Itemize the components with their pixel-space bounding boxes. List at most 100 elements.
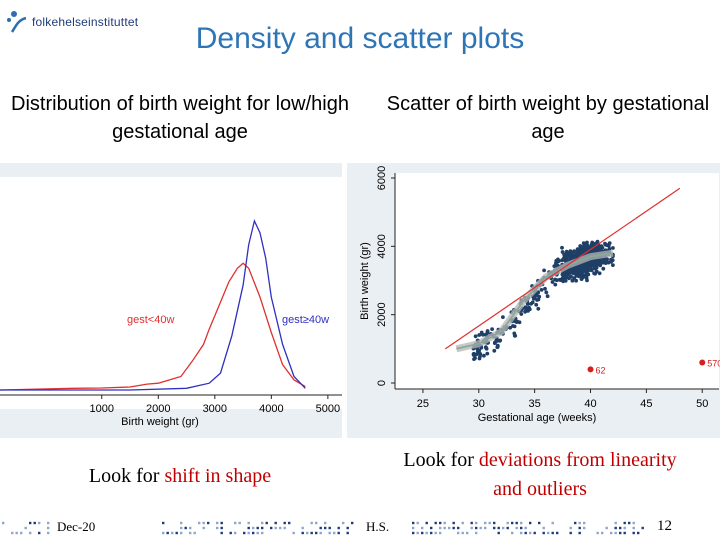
- left-subtitle: Distribution of birth weight for low/hig…: [11, 93, 349, 143]
- scatter-point: [611, 263, 615, 267]
- footer-dot: [506, 521, 509, 525]
- scatter-point: [570, 278, 575, 283]
- footer-dot: [301, 526, 304, 530]
- footer-dot: [207, 521, 210, 525]
- footer-dot: [47, 521, 50, 525]
- scatter-point: [552, 264, 557, 268]
- scatter-point: [554, 278, 559, 283]
- footer-author: H.S.: [366, 519, 390, 534]
- footer-dot: [274, 526, 277, 530]
- footer-date: Dec-20: [57, 519, 96, 534]
- footer-dot: [15, 531, 18, 535]
- footer-dot: [488, 521, 491, 525]
- scatter-point: [563, 278, 568, 283]
- footer-dot: [425, 531, 428, 535]
- scatter-point: [574, 271, 578, 276]
- footer-dot: [529, 521, 532, 525]
- footer-dot: [193, 531, 196, 535]
- scatter-point: [495, 343, 500, 348]
- density-x-tick-label: 2000: [146, 403, 170, 415]
- scatter-point: [473, 356, 477, 360]
- footer-dot: [216, 526, 219, 530]
- density-line-low: [0, 262, 306, 391]
- footer-dot: [29, 521, 32, 525]
- footer-dot: [470, 521, 473, 525]
- footer-dot: [569, 531, 572, 535]
- scatter-point: [584, 245, 589, 250]
- scatter-point: [512, 324, 517, 329]
- footer-dots-middle: [162, 521, 354, 535]
- footer-dot: [421, 526, 424, 530]
- scatter-point: [560, 245, 564, 250]
- footer-dot: [452, 521, 455, 525]
- scatter-point: [534, 293, 539, 298]
- footer-dot: [283, 521, 286, 525]
- footer-dot: [583, 526, 586, 530]
- scatter-point: [563, 274, 568, 279]
- scatter-point: [553, 282, 558, 287]
- footer-dot: [601, 531, 604, 535]
- footer-dot: [443, 521, 446, 525]
- footer-dot: [198, 521, 201, 525]
- footer-dot: [24, 526, 27, 530]
- scatter-point: [568, 256, 573, 261]
- footer-dot: [506, 526, 509, 530]
- footer-dot: [47, 526, 50, 530]
- left-note-prefix: Look for: [88, 465, 165, 487]
- scatter-point: [588, 267, 592, 272]
- right-note-suffix: and outliers: [493, 478, 587, 500]
- scatter-point: [590, 260, 595, 265]
- footer-dot: [443, 526, 446, 530]
- footer-dot: [641, 526, 644, 530]
- linear-fit-line: [444, 187, 681, 350]
- scatter-point: [477, 356, 482, 361]
- scatter-y-tick-label: 2000: [376, 302, 388, 326]
- scatter-y-tick-label: 6000: [376, 166, 388, 190]
- scatter-point: [490, 327, 494, 331]
- footer-dot: [484, 521, 487, 525]
- footer-dot: [301, 531, 304, 535]
- footer-dot: [261, 526, 264, 530]
- scatter-point: [484, 345, 488, 350]
- footer-dot: [189, 531, 192, 535]
- footer-dot: [502, 526, 505, 530]
- footer-dot: [623, 531, 626, 535]
- footer-dot: [33, 521, 36, 525]
- footer-dot: [234, 531, 237, 535]
- footer-dot: [243, 531, 246, 535]
- footer-dot: [47, 531, 50, 535]
- scatter-point: [585, 269, 589, 274]
- footer-dot: [520, 526, 523, 530]
- scatter-point: [579, 277, 584, 281]
- footer-dot: [337, 531, 340, 535]
- scatter-point: [513, 333, 518, 338]
- footer-dot: [310, 521, 313, 525]
- scatter-point: [527, 305, 531, 310]
- density-series-label-high: gest≥40w: [282, 314, 329, 326]
- footer-dot: [220, 531, 223, 535]
- footer-dot: [2, 521, 5, 525]
- scatter-point: [543, 286, 547, 291]
- footer-dot: [479, 526, 482, 530]
- right-subtitle: Scatter of birth weight by gestational a…: [386, 93, 710, 143]
- footer-dot: [333, 531, 336, 535]
- footer-dot: [457, 531, 460, 535]
- density-x-tick-label: 5000: [316, 403, 340, 415]
- footer-dot: [319, 531, 322, 535]
- scatter-plot-panel: Gestational age (weeks) Birth weight (gr…: [347, 163, 720, 438]
- footer-dot: [578, 521, 581, 525]
- footer-dot: [175, 531, 178, 535]
- footer-dot: [11, 531, 14, 535]
- footer-dot: [38, 521, 41, 525]
- scatter-point: [581, 269, 586, 273]
- footer-dot: [342, 521, 345, 525]
- footer-dot: [328, 531, 331, 535]
- outlier-point: [699, 359, 706, 366]
- scatter-point: [515, 319, 520, 324]
- footer-dot: [412, 526, 415, 530]
- footer-dot: [238, 521, 241, 525]
- scatter-point: [482, 353, 486, 358]
- footer-dot: [578, 526, 581, 530]
- scatter-point: [562, 255, 566, 260]
- scatter-x-tick-label: 25: [417, 398, 429, 410]
